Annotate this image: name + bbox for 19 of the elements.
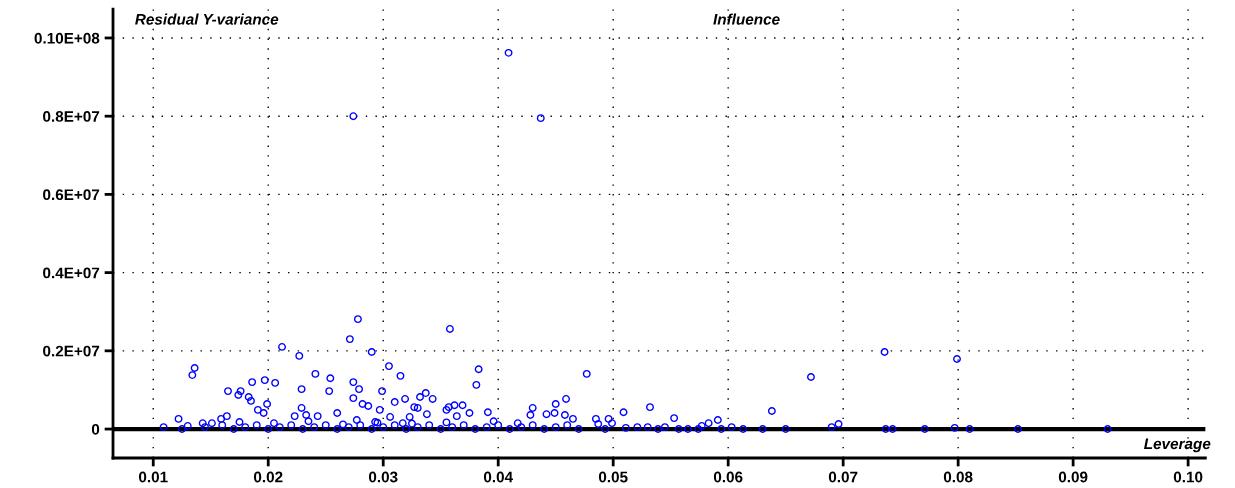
x-tick-label: 0.02 — [253, 471, 283, 483]
x-tick-label: 0.01 — [138, 471, 168, 483]
y-tick-label: 0.2E+07 — [43, 345, 100, 357]
y-tick-label: 0.6E+07 — [43, 189, 100, 201]
x-tick-label: 0.05 — [598, 471, 628, 483]
x-tick-label: 0.10 — [1173, 471, 1203, 483]
x-tick-label: 0.06 — [713, 471, 743, 483]
x-tick-label: 0.09 — [1058, 471, 1088, 483]
y-axis-title: Residual Y-variance — [135, 13, 279, 25]
x-tick-label: 0.07 — [828, 471, 858, 483]
x-tick-label: 0.04 — [483, 471, 513, 483]
chart-title: Influence — [713, 13, 780, 25]
y-tick-label: 0.8E+07 — [43, 111, 100, 122]
y-tick-label: 0 — [91, 423, 100, 435]
x-tick-label: 0.03 — [368, 471, 398, 483]
x-tick-label: 0.08 — [943, 471, 973, 483]
y-tick-label: 0.4E+07 — [43, 267, 100, 279]
y-tick-label: 0.10E+08 — [34, 32, 100, 44]
x-axis-title: Leverage — [1144, 438, 1211, 453]
